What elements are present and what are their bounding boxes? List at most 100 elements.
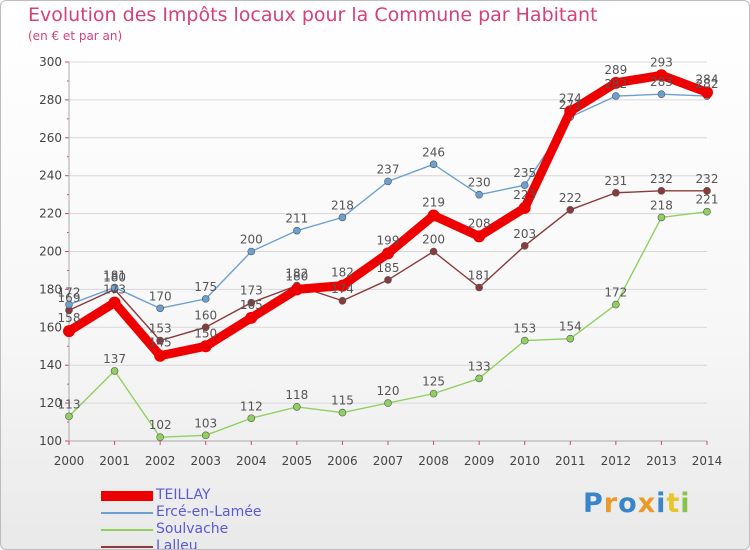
data-label: 222: [559, 191, 582, 205]
data-point: [655, 69, 668, 82]
data-label: 208: [468, 216, 491, 230]
legend-swatch: [101, 546, 153, 548]
x-tick-label: 2001: [99, 454, 130, 468]
x-tick-label: 2009: [464, 454, 495, 468]
data-label: 160: [194, 308, 217, 322]
data-label: 169: [58, 291, 81, 305]
data-label: 153: [149, 322, 172, 336]
data-point: [701, 86, 713, 99]
x-tick-label: 2000: [54, 454, 85, 468]
data-label: 158: [58, 311, 81, 325]
x-tick-label: 2008: [418, 454, 449, 468]
data-point: [156, 433, 164, 442]
data-point: [338, 213, 347, 222]
data-label: 218: [650, 198, 673, 212]
data-point: [520, 181, 529, 189]
data-label: 103: [194, 416, 217, 430]
data-point: [156, 336, 164, 345]
data-label: 165: [240, 298, 263, 312]
data-label: 112: [240, 399, 263, 413]
data-label: 170: [149, 289, 172, 303]
data-point: [245, 311, 258, 324]
x-tick-label: 2002: [145, 454, 176, 468]
brand-letter: x: [637, 488, 657, 519]
data-label: 246: [422, 145, 445, 159]
data-label: 182: [331, 266, 354, 280]
data-label: 218: [331, 198, 354, 212]
x-tick-label: 2011: [555, 454, 586, 468]
data-point: [475, 190, 483, 199]
data-point: [384, 399, 392, 407]
legend-label: TEILLAY: [156, 487, 211, 503]
legend-label: Ercé-en-Lamée: [156, 504, 262, 520]
data-label: 102: [149, 418, 172, 432]
data-point: [247, 414, 256, 423]
legend-label: Soulvache: [156, 521, 229, 537]
data-label: 175: [194, 280, 217, 294]
data-label: 203: [513, 227, 536, 241]
data-label: 293: [650, 55, 673, 69]
y-tick-label: 240: [39, 169, 62, 183]
data-point: [338, 408, 347, 417]
data-label: 199: [377, 233, 400, 247]
data-label: 173: [240, 284, 263, 298]
legend-swatch: [101, 491, 153, 501]
data-label: 113: [58, 397, 81, 411]
data-point: [154, 349, 167, 362]
x-tick-label: 2004: [236, 454, 267, 468]
x-tick-label: 2005: [282, 454, 313, 468]
data-label: 221: [696, 193, 719, 207]
data-label: 231: [604, 174, 627, 188]
proxiti-logo[interactable]: Proxiti: [583, 488, 691, 519]
data-label: 182: [285, 267, 308, 281]
x-tick-label: 2007: [373, 454, 404, 468]
data-label: 154: [559, 320, 582, 334]
data-point: [384, 276, 392, 284]
data-label: 185: [377, 261, 400, 275]
data-point: [564, 105, 577, 118]
data-point: [201, 431, 210, 440]
data-point: [293, 403, 301, 411]
data-label: 232: [650, 172, 673, 186]
data-point: [566, 206, 575, 214]
brand-letter: i: [680, 488, 691, 519]
chart-title: Evolution des Impôts locaux pour la Comm…: [28, 4, 598, 26]
data-point: [429, 160, 438, 169]
data-label: 150: [194, 326, 217, 340]
y-tick-label: 120: [39, 396, 62, 410]
data-label: 172: [58, 286, 81, 300]
data-point: [703, 187, 711, 195]
data-label: 153: [513, 322, 536, 336]
x-tick-label: 2010: [509, 454, 540, 468]
data-label: 232: [696, 172, 719, 186]
y-tick-label: 300: [39, 55, 62, 69]
data-point: [657, 90, 666, 99]
data-point: [201, 295, 210, 303]
data-point: [566, 334, 575, 343]
data-label: 118: [285, 388, 308, 402]
data-label: 200: [240, 233, 263, 247]
data-point: [65, 300, 73, 309]
brand-letter: r: [603, 488, 619, 519]
data-label: 120: [377, 384, 400, 398]
y-tick-label: 160: [39, 320, 62, 334]
data-point: [338, 296, 347, 305]
data-label: 133: [468, 359, 491, 373]
data-label: 181: [468, 269, 491, 283]
data-point: [293, 226, 301, 235]
legend-swatch: [101, 529, 153, 531]
x-tick-label: 2014: [692, 454, 723, 468]
data-label: 289: [604, 63, 627, 77]
data-point: [201, 323, 210, 332]
data-point: [520, 242, 529, 250]
data-label: 271: [559, 98, 582, 112]
data-label: 219: [422, 195, 445, 209]
data-label: 180: [285, 269, 308, 283]
data-point: [290, 283, 303, 296]
data-label: 237: [377, 162, 400, 176]
x-tick-label: 2012: [601, 454, 632, 468]
brand-letter: t: [666, 488, 681, 519]
legend-swatch: [101, 512, 153, 514]
